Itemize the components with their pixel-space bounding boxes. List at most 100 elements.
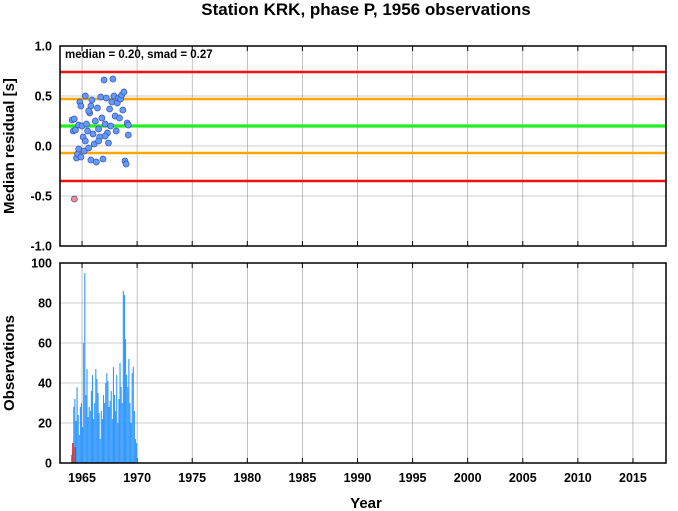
chart-title: Station KRK, phase P, 1956 observations [201,0,530,19]
observations-bar [111,419,113,463]
residual-point [77,102,85,110]
observations-y-tick-label: 100 [31,257,52,271]
observations-x-tick-label: 1975 [178,471,206,485]
observations-bar [106,373,108,463]
residual-panel: 1.0 0.5 0.0 -0.5 -1.0 median = 0.20, smad = … [1,40,667,254]
observations-y-tick-label: 0 [45,457,52,471]
observations-bar [127,387,129,463]
residual-y-axis-label: Median residual [s] [1,78,18,214]
residual-point [75,145,83,153]
residual-grid [60,45,666,247]
residual-point [88,96,96,104]
observations-bar [133,411,135,463]
observations-bar [96,379,98,463]
observations-bar [100,411,102,463]
observations-bar [108,407,110,463]
observations-x-tick-label: 2010 [564,471,592,485]
residual-point [93,158,100,166]
residual-point [120,88,128,96]
residual-point [81,92,89,100]
residual-point [72,126,79,134]
observations-bar [74,399,76,463]
observations-bar-highlight [74,447,76,463]
observations-bar [104,403,106,463]
observations-bar [109,401,111,463]
residual-y-tick-label: -1.0 [30,240,52,254]
residual-point [101,120,109,128]
observations-bar [84,273,86,463]
residual-point [116,114,123,122]
observations-bar [78,435,80,463]
observations-bar [105,383,107,463]
observations-y-tick-label: 60 [38,337,52,351]
observations-x-tick-label: 2000 [454,471,482,485]
residual-point [112,127,120,135]
residual-point [107,122,115,130]
residual-point [95,125,102,133]
residual-point [105,139,112,147]
observations-y-tick-label: 40 [38,377,52,391]
observations-bar [129,403,131,463]
observations-bar [82,427,84,463]
residual-point [84,127,91,135]
observations-bar [134,439,137,463]
residual-point [95,137,102,145]
residual-annotation: median = 0.20, smad = 0.27 [65,49,213,61]
observations-bar [99,439,101,463]
observations-bar [85,395,87,463]
observations-x-tick-label: 2015 [619,471,647,485]
observations-x-tick-label: 1990 [344,471,372,485]
observations-bar [128,359,130,463]
observations-bar [136,443,138,463]
residual-point [101,132,109,140]
residual-point [124,121,132,129]
observations-bar [75,421,77,463]
residual-y-tick-label: 0.5 [35,90,52,104]
residual-reference-lines [60,70,666,183]
residual-point [109,75,117,83]
residual-point [81,137,89,145]
observations-panel: 100 80 60 40 20 0 1965 1970 1975 1980 1985 1990 199… [1,257,667,511]
observations-bar [80,403,83,463]
observations-x-tick-label: 2005 [509,471,537,485]
observations-bar [118,399,120,463]
residual-y-tick-label: 0.0 [35,140,52,154]
observations-y-tick-label: 80 [38,297,52,311]
residual-point [87,156,95,164]
residual-point [98,114,106,122]
observations-bar [130,423,132,463]
observations-x-tick-label: 1965 [68,471,96,485]
residual-point [119,106,127,114]
observations-bar [94,403,96,463]
residual-point [70,195,78,203]
observations-bar [121,403,123,463]
observations-bar [87,417,89,463]
observations-bar [126,375,128,463]
observations-bar [102,395,105,463]
observations-bar [107,381,109,463]
observations-bar [112,367,114,463]
x-axis-label: Year [350,495,382,511]
residual-point [106,105,113,113]
observations-bar [120,387,122,463]
observations-y-axis-label: Observations [1,315,18,411]
observations-bar [131,373,133,463]
observations-plot-frame [59,262,667,464]
observations-bar [115,411,117,463]
observations-bar [93,419,95,463]
residual-y-tick-label: 1.0 [35,40,52,54]
observations-bar [110,391,112,463]
residual-point [124,131,132,139]
observations-bar-highlight [72,443,74,463]
observations-bar [117,423,119,463]
observations-bar [88,407,90,463]
observations-bar [79,407,81,463]
residual-point [97,93,105,101]
residual-point [99,155,107,163]
observations-x-tick-label: 1995 [399,471,427,485]
observations-bar [125,339,127,463]
observations-bar [123,295,126,463]
residual-point [91,117,99,125]
observations-bar [77,415,79,463]
residual-point [85,144,92,152]
